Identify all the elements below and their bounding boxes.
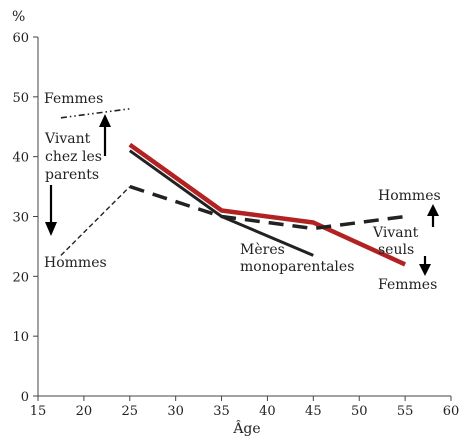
y-axis-title: % <box>12 9 25 25</box>
x-tick-label: 60 <box>443 404 460 419</box>
y-tick-label: 0 <box>21 390 29 405</box>
series-line-0 <box>60 108 130 119</box>
series-lines <box>60 108 407 267</box>
x-tick-label: 25 <box>122 404 139 419</box>
annotation-meres-line2: monoparentales <box>240 259 354 275</box>
arrow-up-left <box>99 114 111 156</box>
annotation-hommes-right: Hommes <box>378 188 441 204</box>
annotation-vivant-line3: parents <box>45 167 99 183</box>
x-tick-label: 45 <box>305 404 322 419</box>
x-tick-label: 50 <box>351 404 368 419</box>
arrow-down-left <box>45 185 57 236</box>
annotation-vivant-line1: Vivant <box>44 131 91 147</box>
annotation-seuls-line1: Vivant <box>372 225 419 241</box>
arrow-down-right <box>419 256 431 276</box>
y-tick-label: 10 <box>12 330 29 345</box>
series-line-4 <box>129 184 406 231</box>
annotation-femmes-right: Femmes <box>378 277 437 293</box>
annotation-hommes-left: Hommes <box>44 255 107 271</box>
x-tick-label: 20 <box>76 404 93 419</box>
y-tick-label: 50 <box>12 91 29 106</box>
x-tick-label: 30 <box>167 404 184 419</box>
annotation-vivant-line2: chez les <box>45 149 102 165</box>
y-tick-label: 60 <box>12 31 29 46</box>
x-tick-label: 40 <box>259 404 276 419</box>
x-tick-label: 15 <box>30 404 47 419</box>
y-tick-label: 40 <box>12 151 29 166</box>
series-line-2 <box>128 142 407 267</box>
arrow-up-right <box>427 204 439 227</box>
annotation-seuls-line2: seuls <box>378 242 414 258</box>
annotation-femmes-left: Femmes <box>44 91 103 107</box>
ticks: 0 10 20 30 40 50 60 15 20 25 30 35 40 45 50 55 60 <box>12 31 459 419</box>
series-line-1 <box>60 186 131 256</box>
y-tick-label: 20 <box>12 270 29 285</box>
x-tick-label: 35 <box>213 404 230 419</box>
x-axis-title: Âge <box>232 419 260 437</box>
annotation-meres-line1: Mères <box>240 242 285 258</box>
x-tick-label: 55 <box>397 404 414 419</box>
y-tick-label: 30 <box>12 211 29 226</box>
